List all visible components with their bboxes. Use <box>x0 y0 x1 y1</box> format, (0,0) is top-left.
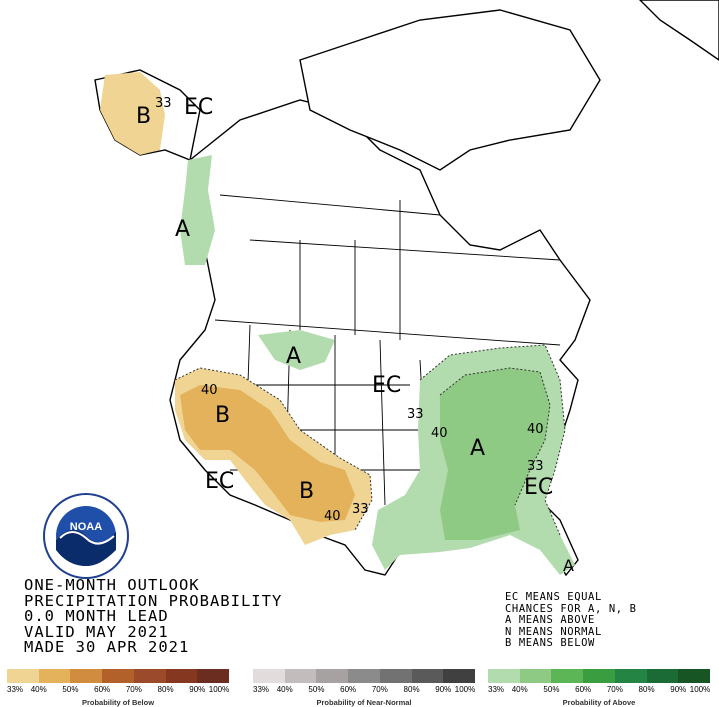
east-33b-label: 33 <box>527 459 544 474</box>
north-above-area <box>258 330 335 370</box>
noaa-logo-text: NOAA <box>70 521 102 533</box>
title-line-1: ONE-MONTH OUTLOOK <box>24 576 200 594</box>
pacnw-above-label: A <box>175 217 190 242</box>
legend-above-caption: Probability of Above <box>562 698 636 707</box>
legend-above-swatch <box>614 669 647 683</box>
legend-above-swatches <box>488 669 710 683</box>
east-40b-label: 40 <box>527 422 544 437</box>
key-line-3: A MEANS ABOVE <box>505 614 595 626</box>
legend-normal-swatch <box>253 669 285 683</box>
key-line-1: EC MEANS EQUAL <box>505 591 602 603</box>
legend-above-tick: 70% <box>606 685 623 694</box>
legend-below-tick: 80% <box>157 685 174 694</box>
legend-above-swatch <box>551 669 584 683</box>
legend-above: 33% 40% 50% 60% 70% 80% 90% 100% Probability of… <box>488 669 710 707</box>
legend-normal-tick: 70% <box>371 685 388 694</box>
title-line-5: MADE 30 APR 2021 <box>24 638 190 656</box>
legend-normal-caption: Probability of Near-Normal <box>316 698 412 707</box>
key-line-4: N MEANS NORMAL <box>505 625 602 638</box>
legend-normal-ticks: 33% 40% 50% 60% 70% 80% 90% 100% <box>253 685 475 697</box>
east-above-40-area <box>440 368 550 540</box>
alaska-below-area <box>100 72 165 155</box>
legend-normal-swatch <box>284 669 317 683</box>
legend-above-tick: 50% <box>543 685 560 694</box>
legend-below-tick: 100% <box>208 685 230 694</box>
title-line-3: 0.0 MONTH LEAD <box>24 607 169 625</box>
legend-normal-swatch <box>316 669 349 683</box>
legend-below-tick: 90% <box>189 685 206 694</box>
legend-normal-tick: 100% <box>454 685 476 694</box>
legend-above-ticks: 33% 40% 50% 60% 70% 80% 90% 100% <box>488 685 710 697</box>
legend-normal-tick: 90% <box>435 685 452 694</box>
legend-normal-swatch <box>379 669 412 683</box>
title-line-2: PRECIPITATION PROBABILITY <box>24 591 283 610</box>
florida-above-label: A <box>563 556 574 575</box>
legend-below-swatch <box>70 669 103 683</box>
legend-below-caption: Probability of Below <box>81 698 155 707</box>
west-below-40-area <box>180 385 355 522</box>
se-ec-label: EC <box>524 475 553 500</box>
east-40a-label: 40 <box>431 426 448 441</box>
legend-above-swatch <box>646 669 679 683</box>
legend-above-tick: 60% <box>575 685 592 694</box>
probability-contours <box>174 344 566 536</box>
alaska-33-label: 33 <box>155 96 172 111</box>
legend-below-swatch <box>102 669 134 683</box>
legend-normal-tick: 40% <box>276 685 293 694</box>
pacnw-above-area <box>180 155 215 265</box>
legend-below-swatch <box>197 669 229 683</box>
legend-above-tick: 80% <box>638 685 655 694</box>
legend-normal-swatch <box>411 669 444 683</box>
legend-below: 33% 40% 50% 60% 70% 80% 90% 100% Probability of… <box>7 669 229 707</box>
key-line-2: CHANCES FOR A, N, B <box>505 602 637 615</box>
sw-ec-label: EC <box>205 469 234 494</box>
legend-below-tick: 50% <box>62 685 79 694</box>
south-40-label: 40 <box>324 509 341 524</box>
legend-normal-tick: 33% <box>252 685 270 694</box>
central-ec-label: EC <box>372 373 401 398</box>
legend-above-tick: 90% <box>670 685 687 694</box>
alaska-below-label: B <box>136 104 151 129</box>
legend-normal-swatches <box>253 669 475 683</box>
legend-above-swatch <box>488 669 520 683</box>
south-below-label: B <box>299 479 314 504</box>
legend-above-tick: 100% <box>689 685 711 694</box>
legend-normal: 33% 40% 50% 60% 70% 80% 90% 100% Probability of… <box>253 669 475 707</box>
legend-below-ticks: 33% 40% 50% 60% 70% 80% 90% 100% <box>7 685 229 697</box>
arctic-islands <box>299 9 601 171</box>
legend-above-swatch <box>678 669 710 683</box>
north-above-label: A <box>286 344 301 369</box>
legend-below-tick: 60% <box>94 685 111 694</box>
legend-above-tick: 33% <box>487 685 505 694</box>
south-33-label: 33 <box>352 502 369 517</box>
legend-below-swatches <box>7 669 229 683</box>
legend-below-swatch <box>165 669 198 683</box>
legend-normal-tick: 80% <box>403 685 420 694</box>
legend-below-swatch <box>38 669 71 683</box>
key-line-5: B MEANS BELOW <box>505 637 595 649</box>
legend-above-tick: 40% <box>511 685 528 694</box>
legend-below-swatch <box>7 669 39 683</box>
outlook-title: ONE-MONTH OUTLOOK PRECIPITATION PROBABILI… <box>24 576 283 656</box>
greenland-edge <box>639 0 719 61</box>
west-below-label: B <box>215 403 230 428</box>
legend-below-tick: 70% <box>125 685 142 694</box>
noaa-logo: NOAA <box>43 493 129 579</box>
legend-normal-swatch <box>348 669 380 683</box>
legend-above-swatch <box>519 669 552 683</box>
alaska-ec-label: EC <box>184 95 213 120</box>
legend-above-swatch <box>583 669 615 683</box>
legend-below-swatch <box>133 669 166 683</box>
legend-normal-tick: 60% <box>340 685 357 694</box>
title-line-4: VALID MAY 2021 <box>24 622 169 641</box>
east-33-label: 33 <box>407 407 424 422</box>
legend-normal-tick: 50% <box>308 685 325 694</box>
legend-normal-swatch <box>443 669 475 683</box>
east-above-label: A <box>470 436 485 461</box>
west-40-label: 40 <box>201 383 218 398</box>
legend-below-tick: 33% <box>6 685 24 694</box>
legend-below-tick: 40% <box>30 685 47 694</box>
